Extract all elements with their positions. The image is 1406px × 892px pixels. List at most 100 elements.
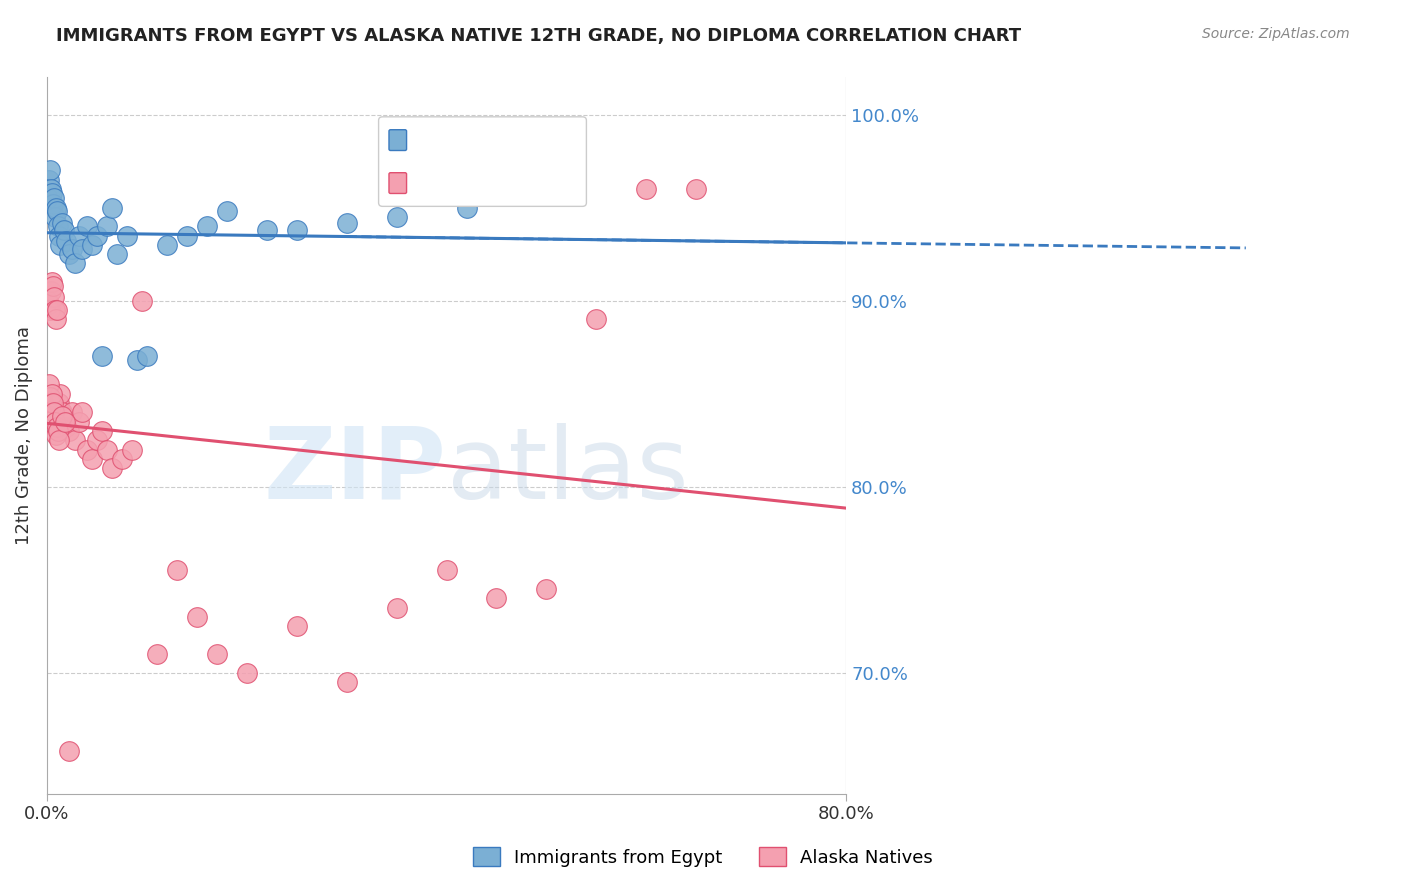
Point (38, 173, 60, 187)
Point (166, 563, 188, 577)
Point (53, 415, 76, 429)
Point (39, 182, 62, 196)
Point (156, 238, 179, 252)
FancyBboxPatch shape (389, 173, 406, 194)
Point (63, 434, 86, 448)
Text: R =: R = (411, 178, 450, 195)
Point (49, 238, 72, 252)
Point (55, 420, 77, 434)
Point (45, 420, 67, 434)
Point (37, 191, 59, 205)
Point (48, 396, 70, 410)
Point (44, 210, 66, 224)
Point (70, 405, 93, 419)
Point (55, 234, 77, 248)
Point (39, 285, 62, 299)
Text: R =: R = (411, 135, 450, 153)
Point (80, 238, 103, 252)
Point (121, 442, 143, 457)
Point (42, 405, 65, 419)
Point (436, 563, 458, 577)
Point (52, 223, 75, 237)
Y-axis label: 12th Grade, No Diploma: 12th Grade, No Diploma (15, 326, 32, 545)
Point (44, 415, 66, 429)
Point (41, 386, 63, 401)
Point (70, 242, 93, 256)
Point (46, 219, 69, 234)
Text: Source: ZipAtlas.com: Source: ZipAtlas.com (1202, 27, 1350, 41)
Point (336, 675, 359, 690)
Point (205, 647, 228, 661)
Point (51, 405, 73, 419)
Point (45, 201, 67, 215)
Point (58, 247, 80, 261)
Point (90, 350, 112, 364)
Point (46, 396, 69, 410)
Point (86, 434, 108, 448)
Point (38, 163, 60, 178)
Point (336, 215, 359, 229)
Point (67, 415, 90, 429)
Point (45, 303, 67, 318)
Text: N = 58: N = 58 (495, 178, 562, 195)
Point (385, 210, 408, 224)
Text: atlas: atlas (447, 423, 688, 520)
Point (49, 386, 72, 401)
Point (125, 353, 148, 368)
Point (485, 591, 508, 606)
Point (41, 275, 63, 289)
Text: -0.038: -0.038 (447, 178, 505, 195)
Point (111, 451, 134, 466)
Point (76, 442, 98, 457)
Point (58, 424, 80, 438)
Point (385, 600, 408, 615)
Point (90, 424, 112, 438)
Point (96, 219, 118, 234)
Point (131, 293, 153, 308)
Point (585, 312, 607, 326)
Point (38, 297, 60, 311)
Point (45, 204, 67, 219)
Point (685, 182, 707, 196)
Point (44, 303, 66, 318)
Point (235, 665, 257, 680)
Point (60, 405, 83, 419)
Point (105, 247, 128, 261)
Point (135, 350, 157, 364)
Point (96, 442, 118, 457)
Point (186, 610, 208, 624)
Point (63, 256, 86, 270)
Point (38, 391, 60, 405)
Text: ZIP: ZIP (264, 423, 447, 520)
Point (41, 186, 63, 200)
Point (215, 204, 238, 219)
Point (38, 303, 60, 318)
Point (51, 215, 73, 229)
Point (48, 228, 70, 243)
Point (146, 647, 169, 661)
Point (285, 223, 308, 237)
Point (48, 434, 70, 448)
Point (60, 242, 83, 256)
Point (256, 223, 278, 237)
Point (37, 293, 59, 308)
Point (285, 619, 308, 633)
Point (115, 228, 138, 243)
Point (80, 451, 103, 466)
FancyBboxPatch shape (378, 117, 586, 206)
Text: 0.159: 0.159 (447, 135, 498, 153)
Point (45, 312, 67, 326)
Point (76, 219, 98, 234)
Point (42, 396, 65, 410)
Point (42, 191, 65, 205)
Point (176, 228, 198, 243)
Point (45, 427, 67, 442)
Point (86, 228, 108, 243)
Point (42, 290, 65, 304)
Text: IMMIGRANTS FROM EGYPT VS ALASKA NATIVE 12TH GRADE, NO DIPLOMA CORRELATION CHART: IMMIGRANTS FROM EGYPT VS ALASKA NATIVE 1… (56, 27, 1021, 45)
Legend: Immigrants from Egypt, Alaska Natives: Immigrants from Egypt, Alaska Natives (465, 840, 941, 874)
Point (195, 219, 218, 234)
Point (42, 278, 65, 293)
Point (46, 424, 69, 438)
Point (101, 461, 124, 475)
